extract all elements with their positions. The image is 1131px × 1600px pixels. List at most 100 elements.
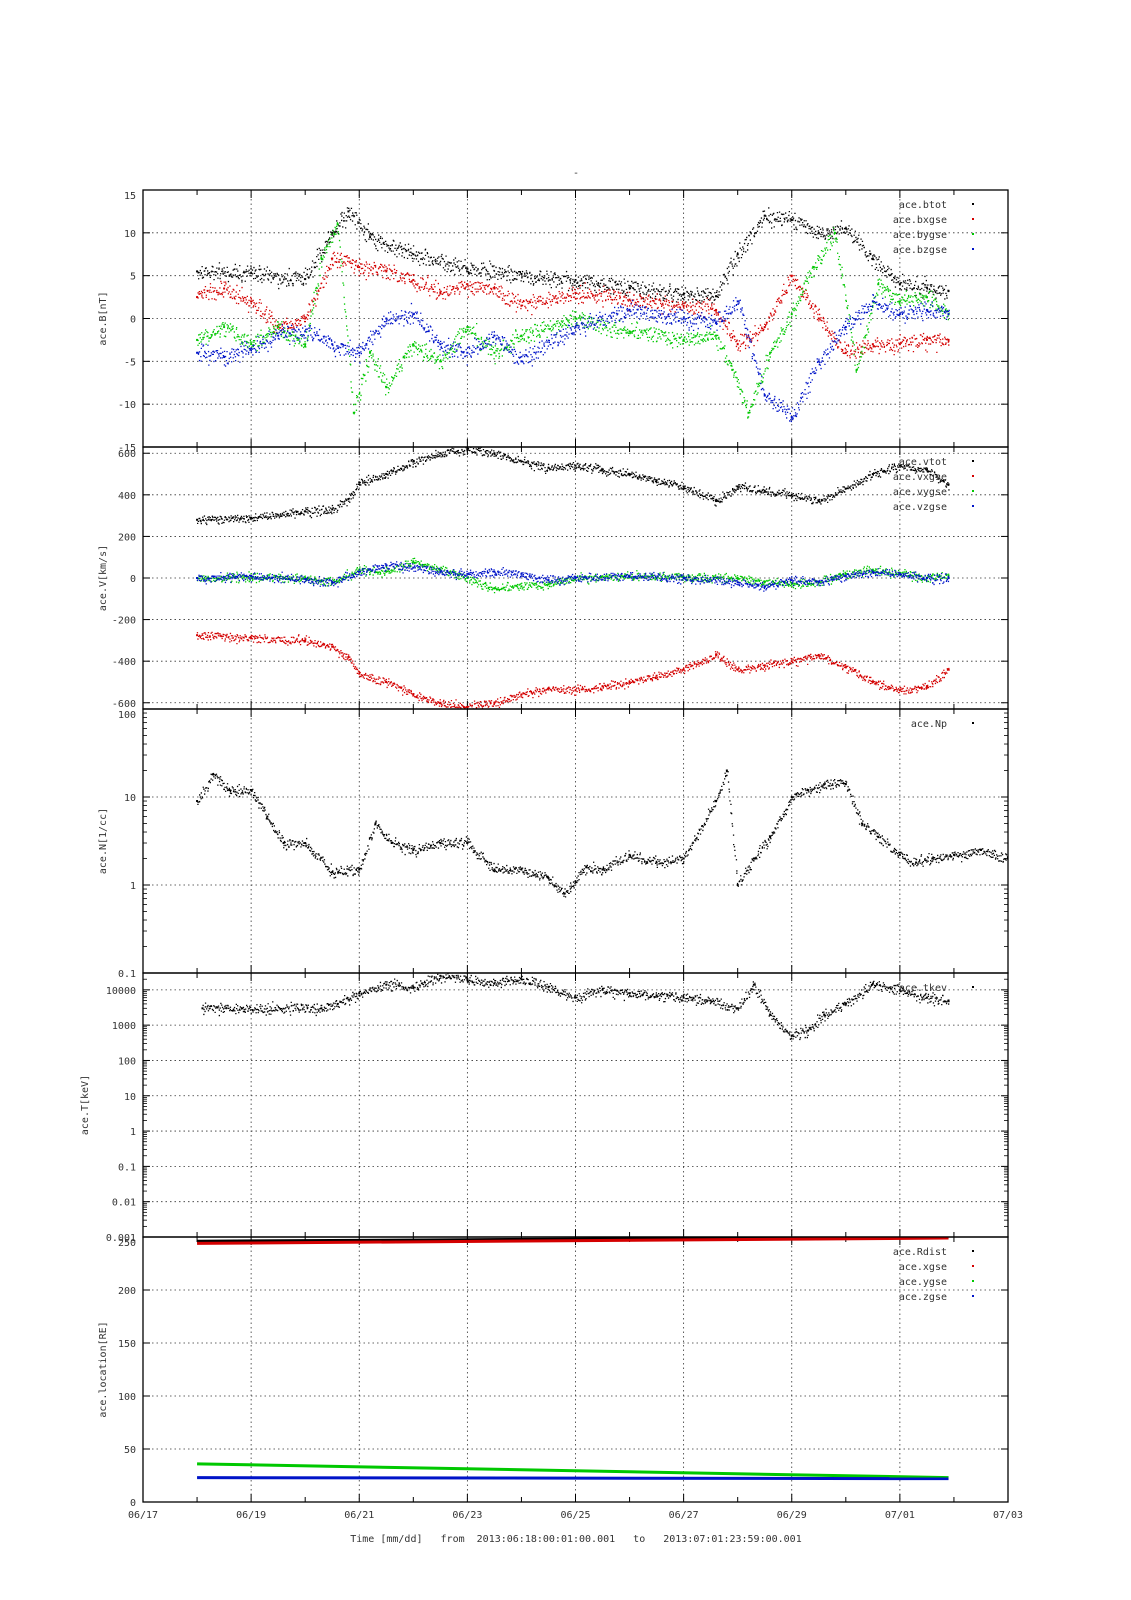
- data-point: [682, 577, 685, 579]
- data-point: [390, 842, 393, 845]
- data-point: [547, 579, 550, 582]
- series-ace-btot: [196, 207, 950, 304]
- y-tick-label: 10000: [106, 986, 136, 997]
- data-point: [790, 313, 793, 316]
- data-point: [682, 485, 685, 488]
- legend-marker: [972, 218, 974, 220]
- data-point: [347, 656, 350, 659]
- data-point: [304, 343, 307, 346]
- panel-4: 250 200 150 100 50 0 ace.location[RE] ace.Rdist…: [98, 1236, 1009, 1509]
- x-tick-label: 06/19: [236, 1510, 266, 1521]
- data-point: [412, 313, 415, 316]
- data-point: [358, 672, 361, 675]
- data-point: [304, 330, 307, 333]
- data-point: [250, 300, 253, 303]
- y-tick-label: 200: [118, 532, 136, 543]
- data-point: [196, 518, 199, 521]
- series-ace-Np: [196, 769, 1008, 898]
- x-tick-label: 06/29: [777, 1510, 807, 1521]
- data-point: [304, 577, 307, 579]
- y-tick-label: 5: [130, 272, 136, 283]
- legend-label: ace.btot: [899, 200, 947, 211]
- data-point: [915, 861, 918, 864]
- data-point: [358, 266, 361, 269]
- y-tick-label: -400: [112, 657, 136, 668]
- data-point: [520, 360, 523, 363]
- data-point: [947, 999, 950, 1002]
- data-point: [439, 570, 442, 573]
- series-ace-vygse: [196, 557, 950, 594]
- data-point: [320, 257, 323, 260]
- data-point: [682, 304, 685, 307]
- data-point: [412, 253, 415, 256]
- legend-label: ace.vygse: [893, 487, 947, 498]
- data-point: [844, 574, 847, 577]
- data-point: [250, 347, 253, 350]
- data-point: [439, 701, 442, 704]
- plot-area-0: [196, 207, 950, 423]
- data-point: [331, 343, 334, 346]
- data-point: [493, 287, 496, 290]
- data-point: [574, 317, 577, 320]
- grid-4: [143, 1237, 1008, 1502]
- data-point: [817, 360, 820, 363]
- series-ace-ygse: [197, 1462, 949, 1480]
- data-point: [806, 1029, 809, 1032]
- x-tick-label: 06/23: [452, 1510, 482, 1521]
- data-point: [736, 253, 739, 256]
- data-point: [725, 769, 728, 772]
- series-line: [197, 1237, 949, 1245]
- data-point: [369, 351, 372, 354]
- data-point: [574, 689, 577, 692]
- data-point: [898, 689, 901, 692]
- series-ace-vtot: [196, 447, 950, 526]
- data-point: [385, 317, 388, 320]
- data-point: [520, 272, 523, 275]
- legend-marker: [972, 1295, 974, 1297]
- data-point: [439, 343, 442, 346]
- data-point: [585, 866, 588, 869]
- data-point: [877, 283, 880, 286]
- data-point: [747, 411, 750, 414]
- figure-title: -: [573, 168, 579, 179]
- data-point: [196, 351, 199, 354]
- y-tick-label: 400: [118, 491, 136, 502]
- data-point: [871, 568, 874, 571]
- data-point: [493, 452, 496, 455]
- data-point: [871, 257, 874, 260]
- data-point: [947, 313, 950, 316]
- scatter-trace: [197, 447, 950, 526]
- series-ace-vxgse: [196, 631, 950, 709]
- data-point: [196, 634, 199, 637]
- scatter-trace: [197, 222, 950, 419]
- legend-4: ace.Rdist ace.xgse ace.ygse ace.zgse: [893, 1247, 974, 1303]
- y-axis-title: ace.N[1/cc]: [98, 808, 109, 874]
- series-line: [197, 1476, 949, 1481]
- x-tick-label: 07/01: [885, 1510, 915, 1521]
- data-point: [871, 473, 874, 476]
- data-point: [466, 267, 469, 270]
- panel-2: 100 10 1 0.1 ace.N[1/cc] ace.Np: [98, 708, 1009, 980]
- data-point: [861, 822, 864, 825]
- data-point: [925, 308, 928, 311]
- y-tick-label: 100: [118, 1392, 136, 1403]
- data-point: [282, 842, 285, 845]
- data-point: [439, 291, 442, 294]
- y-tick-label: 0: [130, 315, 136, 326]
- y-tick-label: 15: [124, 191, 136, 202]
- series-ace-xgse: [197, 1237, 949, 1245]
- legend-label: ace.bxgse: [893, 215, 947, 226]
- data-point: [871, 300, 874, 303]
- data-point: [412, 460, 415, 463]
- y-tick-label: 150: [118, 1339, 136, 1350]
- data-point: [352, 411, 355, 414]
- data-point: [493, 868, 496, 871]
- data-point: [790, 493, 793, 496]
- y-tick-label: 200: [118, 1286, 136, 1297]
- data-point: [898, 300, 901, 303]
- data-point: [466, 351, 469, 354]
- y-tick-label: 0.1: [118, 969, 136, 980]
- y-tick-label: -200: [112, 616, 136, 627]
- data-point: [844, 326, 847, 329]
